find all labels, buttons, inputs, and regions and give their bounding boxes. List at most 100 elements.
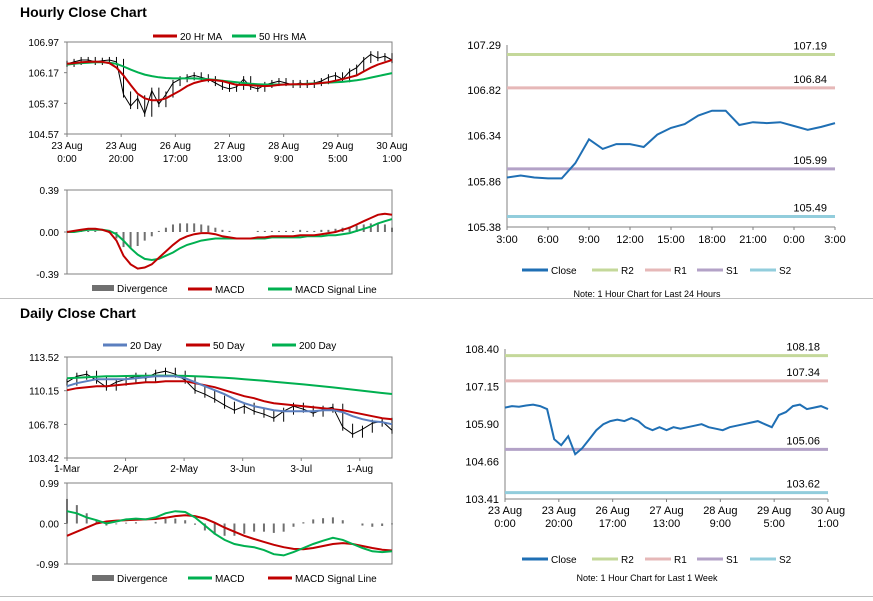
closeweek-y-label: 105.90 — [465, 419, 499, 431]
closeweek-legend-s2-label: S2 — [779, 555, 792, 566]
hourly-price-y-label: 106.97 — [28, 38, 59, 49]
close24-legend-s2-label: S2 — [779, 266, 792, 277]
hourly-macd-line — [66, 212, 393, 270]
closeweek-x-label: 20:00 — [545, 518, 573, 530]
close24-x-label: 12:00 — [616, 234, 644, 246]
close24-x-label: 3:00 — [496, 234, 517, 246]
closeweek-level-label-s2: 103.62 — [786, 479, 820, 491]
hourly-price-x-label: 28 Aug — [268, 141, 299, 152]
close24-x-label: 15:00 — [657, 234, 685, 246]
close24-level-label-r2: 107.19 — [793, 41, 827, 53]
hourly-price-x-label: 30 Aug — [376, 141, 407, 152]
close24-x-label: 6:00 — [537, 234, 558, 246]
daily-legend-macd-label: MACD — [215, 574, 244, 585]
daily-ma50-line — [66, 380, 393, 421]
hourly-ma50-line — [66, 61, 393, 86]
close24-x-label: 21:00 — [739, 234, 767, 246]
hourly-signal-line — [67, 218, 393, 262]
daily-price-y-label: 106.78 — [28, 420, 59, 431]
close24-note: Note: 1 Hour Chart for Last 24 Hours — [573, 289, 721, 299]
closeweek-level-label-r2: 108.18 — [786, 342, 820, 354]
hourly-legend-ma20-label: 20 Hr MA — [180, 32, 223, 43]
hourly-price-line — [66, 53, 393, 116]
closeweek-x-label: 23 Aug — [542, 505, 576, 517]
closeweek-legend-r2-label: R2 — [621, 555, 634, 566]
closeweek-x-label: 26 Aug — [596, 505, 630, 517]
hourly-price-x-label: 23 Aug — [106, 141, 137, 152]
daily-legend-signal-label: MACD Signal Line — [295, 574, 377, 585]
hourly-price-x-label: 26 Aug — [160, 141, 191, 152]
closeweek-note: Note: 1 Hour Chart for Last 1 Week — [577, 573, 718, 583]
daily-price-x-label: 3-Jun — [230, 464, 255, 475]
close24-y-label: 105.86 — [467, 176, 501, 188]
close24-y-label: 106.82 — [467, 85, 501, 97]
daily-legend-20day-label: 20 Day — [130, 341, 162, 352]
closeweek-x-label: 23 Aug — [488, 505, 522, 517]
daily-macd-y-label: 0.99 — [40, 479, 60, 490]
hourly-price-x-label: 23 Aug — [51, 141, 82, 152]
close24-legend-r1-label: R1 — [674, 266, 687, 277]
daily-price-x-label: 1-Mar — [54, 464, 81, 475]
daily-price-y-label: 113.52 — [29, 353, 59, 364]
closeweek-x-label: 5:00 — [763, 518, 784, 530]
daily-macd-y-label: -0.99 — [36, 560, 59, 571]
hourly-price-x-label: 9:00 — [274, 154, 294, 165]
closeweek-x-label: 9:00 — [710, 518, 731, 530]
close24-x-label: 9:00 — [578, 234, 599, 246]
closeweek-y-label: 107.15 — [465, 382, 499, 394]
hourly-price-x-label: 29 Aug — [322, 141, 353, 152]
closeweek-x-label: 13:00 — [653, 518, 681, 530]
daily-price-x-label: 1-Aug — [346, 464, 373, 475]
closeweek-x-label: 17:00 — [599, 518, 627, 530]
daily-price-y-label: 103.42 — [28, 454, 59, 465]
hourly-price-x-label: 13:00 — [217, 154, 242, 165]
daily-legend-divergence-label: Divergence — [117, 574, 168, 585]
close24-x-label: 3:00 — [824, 234, 845, 246]
close24-legend-r2-label: R2 — [621, 266, 634, 277]
daily-ma20-line — [66, 375, 393, 426]
daily-price-x-label: 2-Apr — [113, 464, 138, 475]
close24-x-label: 18:00 — [698, 234, 726, 246]
hourly-price-x-label: 0:00 — [57, 154, 77, 165]
close24-y-label: 105.38 — [467, 222, 501, 234]
closeweek-x-label: 30 Aug — [811, 505, 845, 517]
closeweek-legend-r1-label: R1 — [674, 555, 687, 566]
closeweek-x-label: 29 Aug — [757, 505, 791, 517]
close24-close-line — [506, 109, 836, 180]
daily-section-title: Daily Close Chart — [20, 305, 136, 321]
daily-legend-divergence-swatch — [92, 575, 114, 581]
close24-x-label: 0:00 — [783, 234, 804, 246]
daily-ma200-line — [66, 374, 393, 395]
hourly-price-x-label: 5:00 — [328, 154, 348, 165]
daily-legend-200day-label: 200 Day — [299, 341, 336, 352]
closeweek-level-label-r1: 107.34 — [786, 367, 820, 379]
hourly-legend-signal-label: MACD Signal Line — [295, 285, 377, 296]
close24-y-label: 106.34 — [467, 131, 501, 143]
close24-level-label-s2: 105.49 — [793, 203, 827, 215]
hourly-legend-ma50-label: 50 Hrs MA — [259, 32, 307, 43]
closeweek-level-label-s1: 105.06 — [786, 435, 820, 447]
close24-level-label-s1: 105.99 — [793, 155, 827, 167]
hourly-section-title: Hourly Close Chart — [20, 4, 147, 20]
closeweek-y-label: 108.40 — [465, 344, 499, 356]
hourly-macd-y-label: 0.00 — [40, 228, 60, 239]
close24-legend-s1-label: S1 — [726, 266, 739, 277]
closeweek-y-label: 104.66 — [465, 456, 499, 468]
hourly-ma20-line — [66, 59, 393, 102]
closeweek-legend-s1-label: S1 — [726, 555, 739, 566]
closeweek-x-label: 28 Aug — [703, 505, 737, 517]
closeweek-y-label: 103.41 — [465, 494, 499, 506]
hourly-macd-y-label: 0.39 — [40, 186, 60, 197]
daily-macd-line — [66, 510, 393, 557]
hourly-legend-divergence-label: Divergence — [117, 284, 168, 295]
daily-price-y-label: 110.15 — [29, 387, 59, 398]
daily-price-x-label: 3-Jul — [290, 464, 312, 475]
hourly-price-x-label: 17:00 — [163, 154, 188, 165]
close24-y-label: 107.29 — [467, 40, 501, 52]
hourly-price-x-label: 1:00 — [382, 154, 402, 165]
closeweek-legend-close-label: Close — [551, 555, 577, 566]
closeweek-x-label: 0:00 — [494, 518, 515, 530]
closeweek-x-label: 27 Aug — [649, 505, 683, 517]
hourly-price-y-label: 105.37 — [28, 99, 59, 110]
